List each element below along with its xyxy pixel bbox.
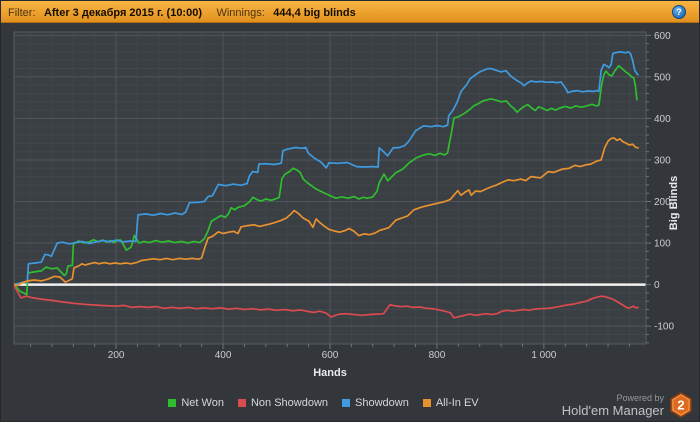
powered-by-text: Powered by bbox=[616, 392, 664, 403]
legend-swatch bbox=[168, 399, 177, 407]
legend-label: Non Showdown bbox=[250, 397, 329, 409]
y-tick-label: 0 bbox=[654, 280, 660, 291]
help-icon[interactable]: ? bbox=[672, 5, 686, 19]
tick-marks bbox=[30, 34, 651, 349]
legend-label: Showdown bbox=[355, 397, 409, 409]
series-line-all-in-ev bbox=[14, 137, 639, 287]
legend-item-net-won[interactable]: Net Won bbox=[168, 397, 224, 409]
y-tick-label: 300 bbox=[654, 155, 671, 166]
x-tick-label: 400 bbox=[215, 350, 232, 361]
winnings-value: 444,4 big blinds bbox=[273, 7, 356, 19]
y-tick-label: -100 bbox=[654, 322, 674, 333]
legend-swatch bbox=[342, 399, 351, 407]
filter-label: Filter: bbox=[8, 7, 36, 19]
legend-label: All-In EV bbox=[435, 397, 479, 409]
series-line-non-showdown bbox=[14, 283, 639, 319]
x-tick-label: 800 bbox=[429, 350, 446, 361]
x-tick-label: 1 000 bbox=[531, 350, 556, 361]
y-tick-label: 500 bbox=[654, 72, 671, 83]
series-lines bbox=[14, 51, 639, 319]
winnings-graph: 200 400 600 800 1 000-1000100200300400500600… bbox=[13, 31, 680, 379]
y-tick-label: 100 bbox=[654, 239, 671, 250]
legend-item-showdown[interactable]: Showdown bbox=[342, 397, 409, 409]
series-line-net-won bbox=[14, 64, 638, 296]
legend-item-non-showdown[interactable]: Non Showdown bbox=[237, 397, 329, 409]
hm2-logo-icon: 2 bbox=[670, 392, 692, 418]
hm2-logo-number: 2 bbox=[677, 398, 684, 413]
legend-label: Net Won bbox=[181, 397, 224, 409]
legend-swatch bbox=[237, 399, 246, 407]
y-tick-label: 600 bbox=[654, 31, 671, 42]
y-tick-label: 200 bbox=[654, 197, 671, 208]
powered-by-branding: Powered by Hold'em Manager 2 bbox=[562, 392, 693, 418]
x-tick-label: 200 bbox=[108, 350, 125, 361]
winnings-label: Winnings: bbox=[216, 7, 265, 19]
brand-name: Hold'em Manager bbox=[561, 402, 664, 418]
chart-legend: Net Won Non Showdown Showdown All-In EV bbox=[1, 397, 646, 409]
filter-bar: Filter: After 3 декабря 2015 г. (10:00) … bbox=[1, 1, 699, 23]
legend-item-all-in-ev[interactable]: All-In EV bbox=[422, 397, 479, 409]
y-axis-label: Big Blinds bbox=[668, 176, 680, 230]
x-axis-label: Hands bbox=[313, 367, 347, 379]
series-line-showdown bbox=[14, 51, 639, 286]
filter-value[interactable]: After 3 декабря 2015 г. (10:00) bbox=[43, 7, 202, 19]
x-tick-label: 600 bbox=[322, 350, 339, 361]
legend-swatch bbox=[422, 399, 431, 407]
gridlines-major bbox=[14, 32, 646, 344]
y-tick-label: 400 bbox=[654, 114, 671, 125]
